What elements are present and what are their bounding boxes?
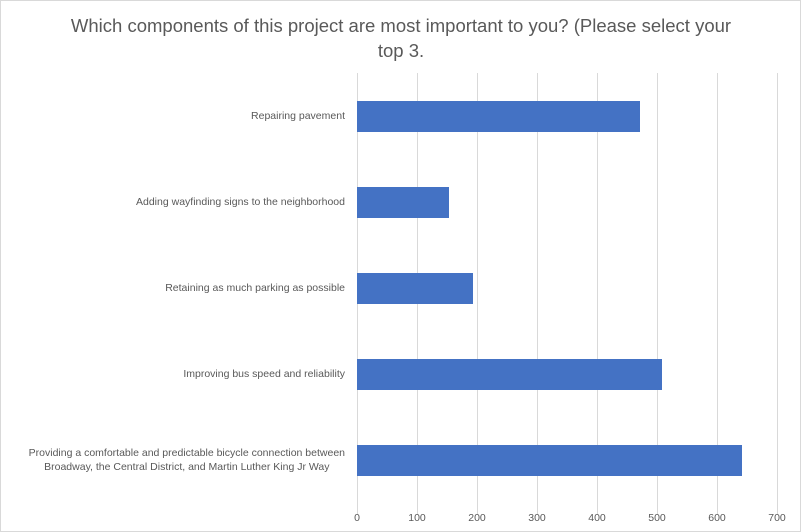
category-label-line: Broadway, the Central District, and Mart…	[44, 461, 330, 473]
category-label-line: Retaining as much parking as possible	[165, 282, 345, 294]
gridline	[477, 73, 478, 515]
x-tick-label: 600	[708, 512, 726, 524]
bar	[357, 444, 743, 476]
x-tick-label: 500	[648, 512, 666, 524]
category-label: Adding wayfinding signs to the neighborh…	[136, 195, 345, 209]
category-label-line: Providing a comfortable and predictable …	[28, 447, 345, 459]
category-label-line: Adding wayfinding signs to the neighborh…	[136, 196, 345, 208]
bar	[357, 358, 662, 390]
x-tick-label: 300	[528, 512, 546, 524]
category-label-line: Repairing pavement	[251, 110, 345, 122]
gridline	[717, 73, 718, 515]
gridline	[777, 73, 778, 515]
category-label: Improving bus speed and reliability	[183, 367, 345, 381]
x-tick-label: 0	[354, 512, 360, 524]
chart-title: Which components of this project are mos…	[61, 13, 741, 63]
gridline	[537, 73, 538, 515]
bar	[357, 186, 450, 218]
x-tick-label: 200	[468, 512, 486, 524]
category-label-line: Improving bus speed and reliability	[183, 368, 345, 380]
chart-title-line-2: top 3.	[377, 40, 425, 61]
x-tick-label: 700	[768, 512, 786, 524]
chart-title-line-1: Which components of this project are mos…	[70, 15, 732, 36]
x-tick-label: 400	[588, 512, 606, 524]
plot-area	[357, 73, 778, 515]
gridline	[657, 73, 658, 515]
category-label: Retaining as much parking as possible	[165, 281, 345, 295]
gridline	[597, 73, 598, 515]
x-tick-label: 100	[408, 512, 426, 524]
category-label: Repairing pavement	[251, 109, 345, 123]
bar	[357, 272, 473, 304]
bar	[357, 100, 640, 132]
category-label: Providing a comfortable and predictable …	[29, 446, 345, 474]
